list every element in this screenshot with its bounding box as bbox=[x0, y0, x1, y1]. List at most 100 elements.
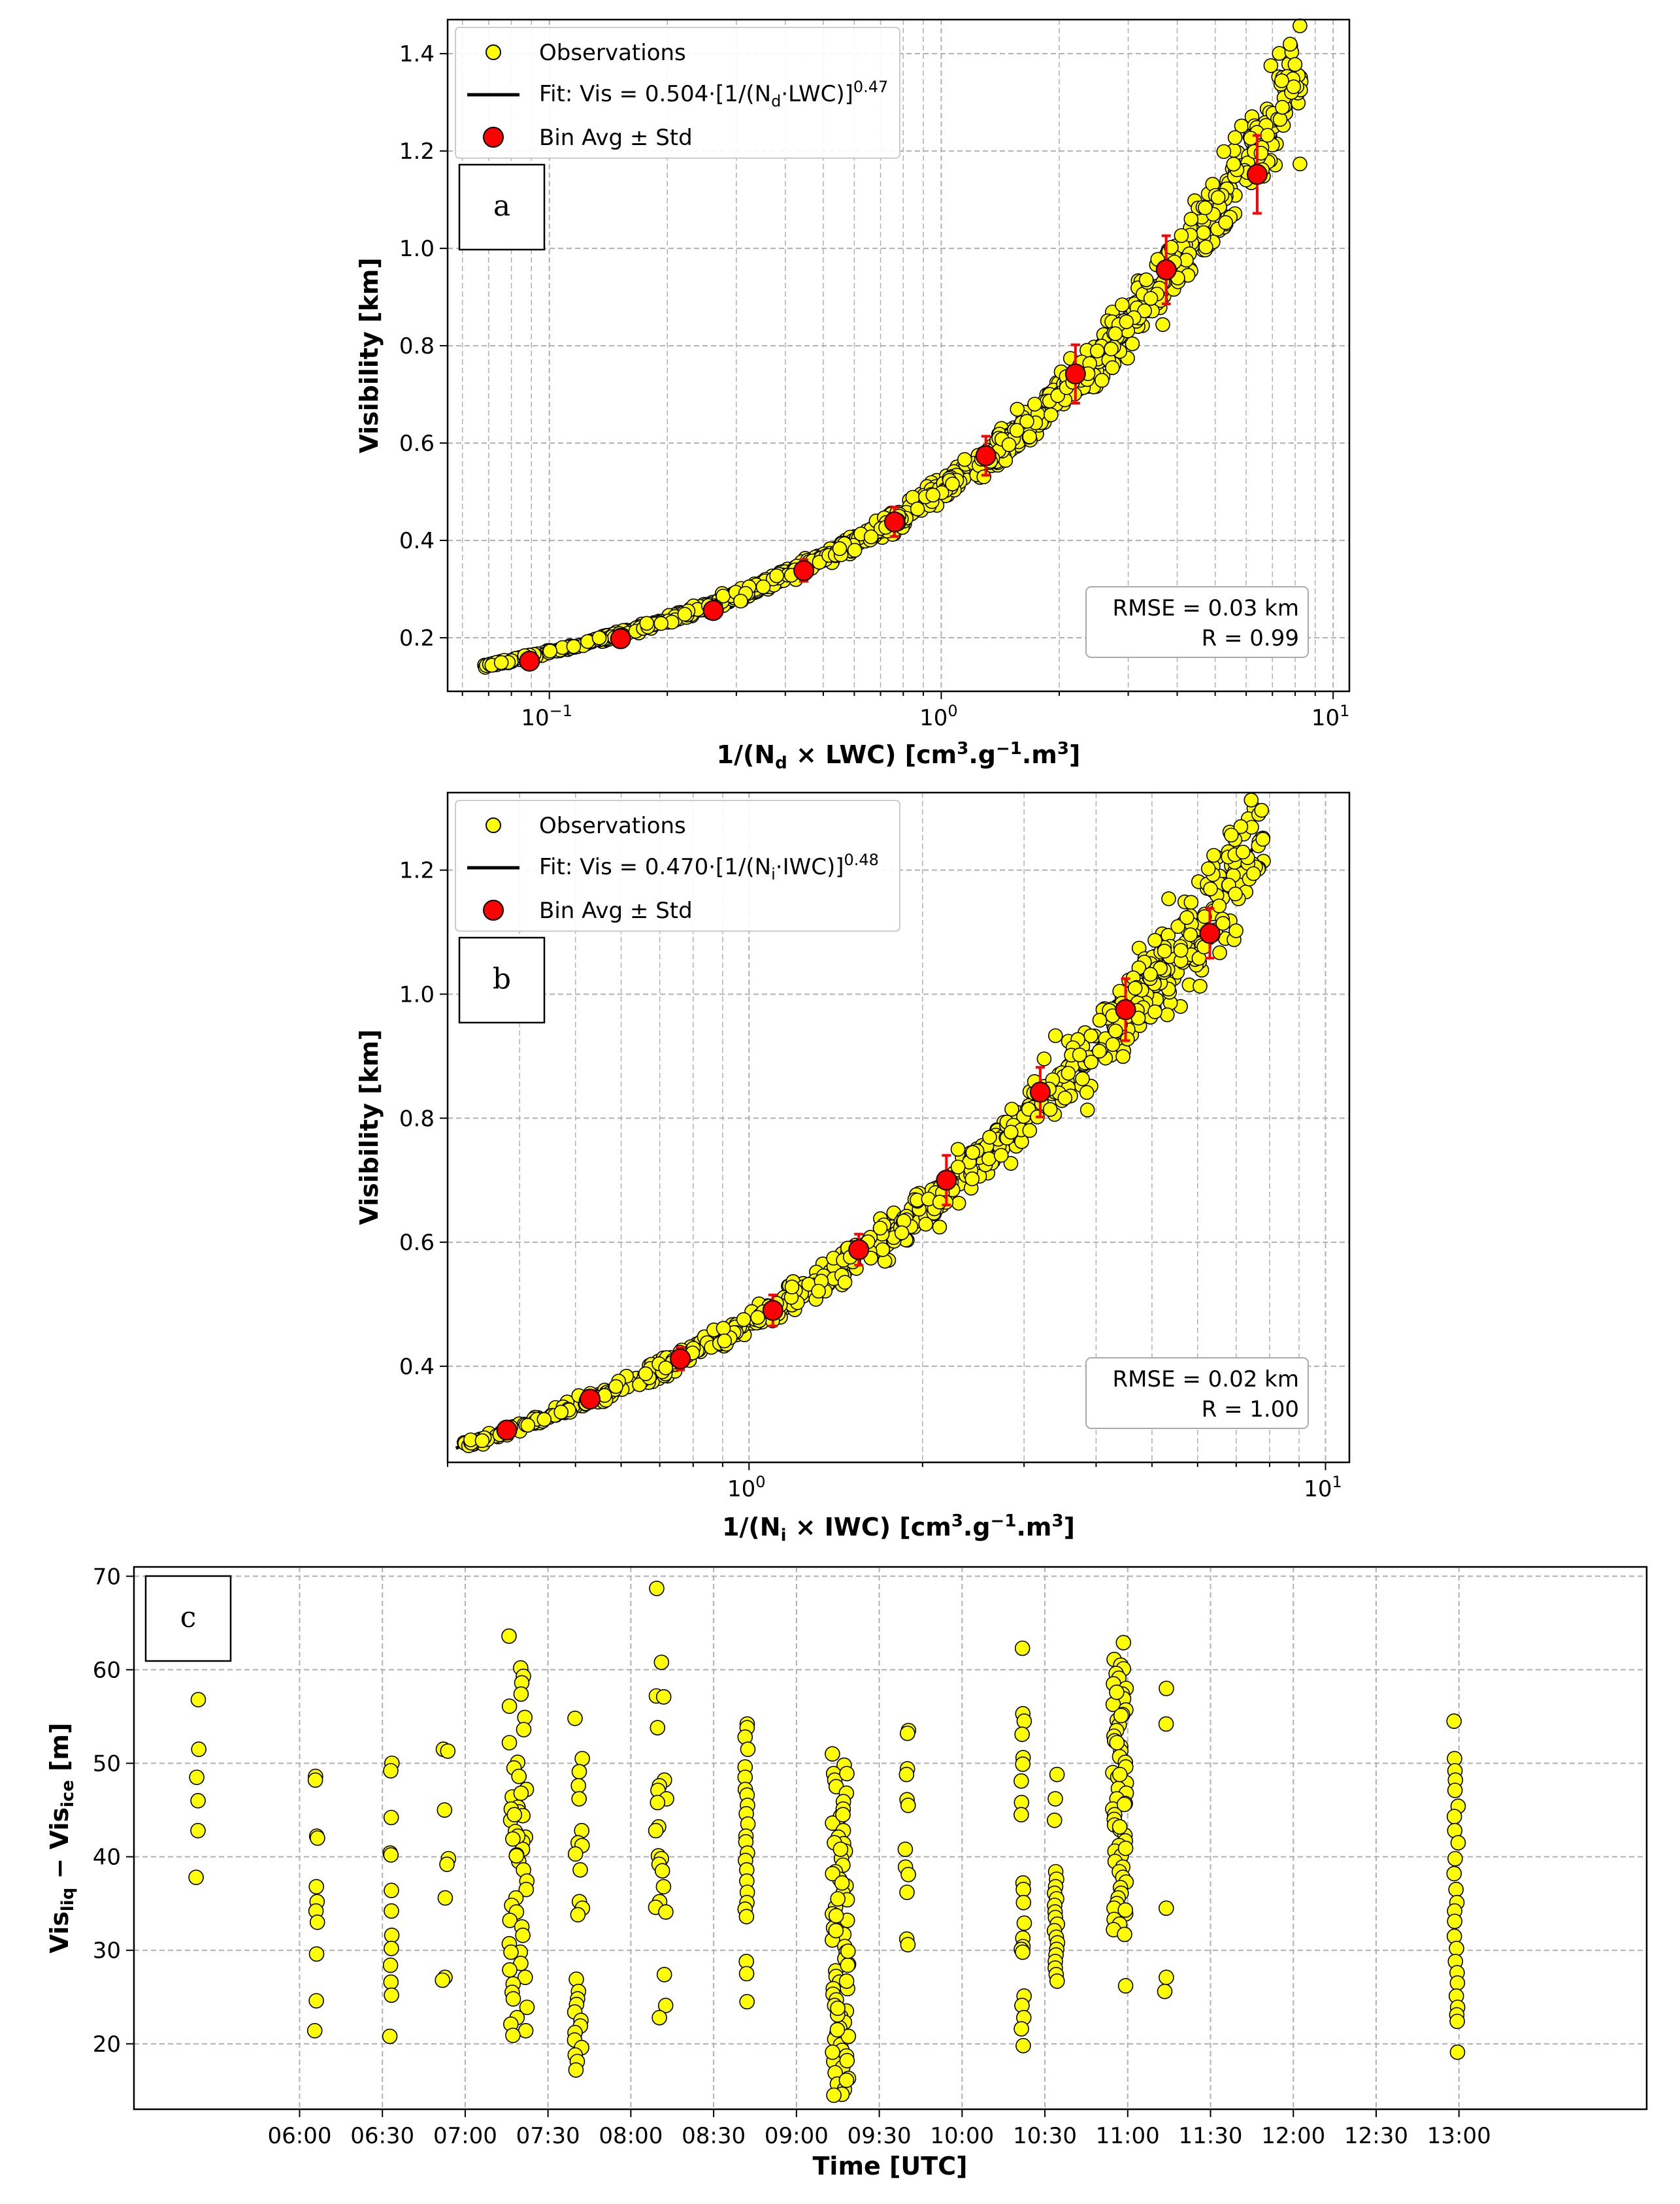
difference-point bbox=[649, 1581, 665, 1596]
observation-point bbox=[1183, 895, 1199, 910]
panel-a-stats-box: RMSE = 0.03 km R = 0.99 bbox=[1085, 586, 1309, 658]
observation-point bbox=[1283, 37, 1298, 52]
observation-point bbox=[1075, 1071, 1090, 1087]
difference-point bbox=[1159, 1681, 1174, 1696]
difference-point bbox=[437, 1890, 453, 1906]
difference-point bbox=[1159, 1900, 1174, 1916]
y-tick-label: 0.4 bbox=[399, 528, 435, 554]
observation-point bbox=[1287, 57, 1303, 72]
observation-point bbox=[1105, 1037, 1121, 1052]
difference-point bbox=[571, 1764, 587, 1780]
difference-point bbox=[513, 1785, 529, 1801]
observation-point bbox=[1226, 156, 1242, 172]
observation-point bbox=[1293, 156, 1308, 172]
panel-a-ylabel: Visibility [km] bbox=[355, 257, 384, 453]
difference-point bbox=[1447, 1783, 1463, 1798]
panel-b-r: R = 1.00 bbox=[1202, 1396, 1299, 1423]
difference-point bbox=[384, 1928, 400, 1943]
panel-b-legend: Observations Fit: Vis = 0.470·[1/(Ni·IWC… bbox=[455, 800, 900, 932]
x-tick-label: 09:30 bbox=[848, 2123, 912, 2149]
difference-point bbox=[513, 1686, 529, 1702]
difference-point bbox=[310, 1830, 325, 1846]
observation-point bbox=[769, 568, 784, 584]
legend-fit-label: Fit: Vis = 0.470·[1/(Ni·IWC)]0.48 bbox=[539, 851, 879, 883]
panel-b-ticks: 0.4 0.6 0.8 1.0 1.2 100 101 bbox=[399, 858, 1342, 1502]
x-tick-label: 09:00 bbox=[765, 2123, 829, 2149]
bin-average-point bbox=[519, 650, 540, 672]
difference-point bbox=[384, 1941, 399, 1956]
y-tick-label: 20 bbox=[93, 2031, 121, 2058]
x-tick-label: 12:00 bbox=[1261, 2123, 1325, 2149]
observation-point bbox=[1212, 945, 1227, 961]
legend-bin-label: Bin Avg ± Std bbox=[539, 125, 693, 151]
observation-point bbox=[1206, 847, 1221, 863]
panel-a-chart: 0.2 0.4 0.6 0.8 1.0 1.2 1.4 10−1 100 101 Visibili… bbox=[355, 18, 1351, 773]
difference-point bbox=[570, 1907, 586, 1923]
observation-point bbox=[493, 655, 509, 670]
difference-point bbox=[1446, 1713, 1462, 1729]
panel-c-letter-box: c bbox=[144, 1575, 232, 1662]
observation-point bbox=[1243, 131, 1259, 146]
legend-observations-marker bbox=[486, 44, 501, 60]
difference-point bbox=[839, 2052, 855, 2069]
legend-observations-marker bbox=[486, 817, 501, 833]
observation-point bbox=[1164, 240, 1179, 255]
observation-point bbox=[1272, 112, 1288, 127]
observation-point bbox=[1083, 1055, 1099, 1070]
panel-a-legend: Observations Fit: Vis = 0.504·[1/(Nd·LWC… bbox=[455, 27, 900, 159]
y-tick-label: 1.2 bbox=[399, 858, 435, 884]
bin-average-point bbox=[1155, 259, 1177, 280]
difference-point bbox=[899, 1884, 915, 1900]
x-tick-label: 06:00 bbox=[267, 2123, 331, 2149]
difference-point bbox=[511, 1768, 527, 1785]
difference-point bbox=[1016, 1713, 1032, 1729]
panel-b-observations bbox=[456, 793, 1271, 1453]
observation-point bbox=[1160, 1007, 1175, 1023]
y-tick-label: 1.0 bbox=[399, 981, 435, 1008]
x-tick-label: 08:00 bbox=[599, 2123, 663, 2149]
y-tick-label: 0.2 bbox=[399, 625, 435, 651]
observation-point bbox=[964, 1171, 980, 1187]
difference-point bbox=[738, 1966, 755, 1982]
observation-point bbox=[1227, 130, 1243, 145]
observation-point bbox=[608, 1379, 623, 1394]
observation-point bbox=[1260, 127, 1276, 143]
difference-point bbox=[739, 1994, 755, 2010]
difference-point bbox=[1446, 1809, 1462, 1824]
y-tick-label: 0.6 bbox=[399, 431, 435, 457]
panel-b-xlabel: 1/(Ni × IWC) [cm3.g−1.m3] bbox=[722, 1511, 1075, 1545]
observation-point bbox=[1157, 944, 1172, 959]
difference-point bbox=[516, 1722, 532, 1737]
observation-point bbox=[1143, 966, 1158, 982]
y-tick-label: 70 bbox=[93, 1564, 121, 1590]
observation-point bbox=[1215, 915, 1230, 931]
x-tick-label: 11:30 bbox=[1179, 2123, 1243, 2149]
x-tick-label: 11:00 bbox=[1096, 2123, 1160, 2149]
difference-point bbox=[505, 2028, 521, 2043]
difference-point bbox=[190, 1692, 206, 1707]
observation-point bbox=[1197, 909, 1212, 925]
difference-point bbox=[503, 1944, 519, 1960]
panel-a-rmse: RMSE = 0.03 km bbox=[1113, 595, 1299, 621]
difference-point bbox=[900, 1867, 916, 1883]
observation-point bbox=[837, 1275, 853, 1290]
difference-point bbox=[1015, 1881, 1031, 1898]
difference-point bbox=[309, 1915, 325, 1930]
difference-point bbox=[1047, 1813, 1062, 1828]
difference-point bbox=[1014, 1726, 1030, 1742]
observation-point bbox=[1048, 1028, 1063, 1044]
observation-point bbox=[755, 579, 771, 595]
difference-point bbox=[1448, 1881, 1464, 1898]
observation-point bbox=[1092, 1044, 1107, 1059]
difference-point bbox=[384, 1903, 399, 1919]
difference-point bbox=[834, 1875, 850, 1891]
difference-point bbox=[191, 1741, 207, 1757]
panel-a-xlabel: 1/(Nd × LWC) [cm3.g−1.m3] bbox=[717, 739, 1081, 773]
panel-a-r: R = 0.99 bbox=[1202, 625, 1299, 651]
observation-point bbox=[1009, 423, 1025, 438]
x-tick-label: 101 bbox=[1304, 1473, 1342, 1502]
observation-point bbox=[918, 1217, 934, 1232]
observation-point bbox=[872, 1221, 888, 1236]
difference-point bbox=[900, 1798, 916, 1813]
